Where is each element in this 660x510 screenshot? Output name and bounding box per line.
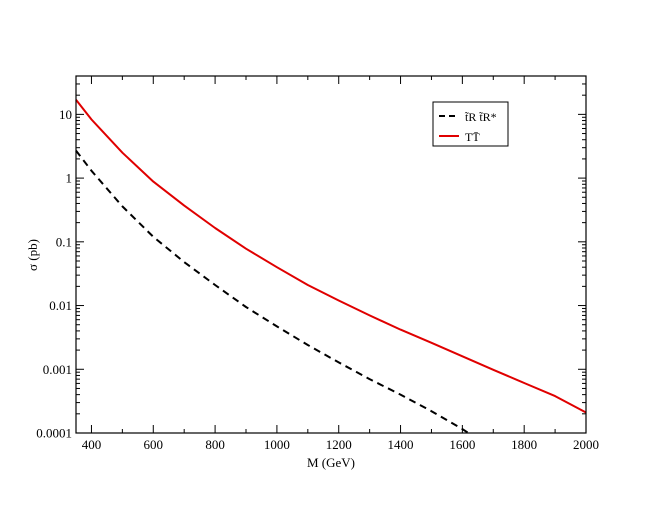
- series-line-top-partner: [75, 99, 587, 414]
- x-tick-label: 800: [205, 437, 225, 452]
- y-tick-label: 0.1: [56, 234, 72, 249]
- legend: t̃R t̃R* TT̄: [432, 101, 509, 147]
- y-tick-label: 1: [66, 171, 73, 186]
- y-axis-ticks: 0.0001 0.001 0.01 0.1 1 10: [36, 83, 586, 441]
- x-axis-title: M (GeV): [307, 455, 355, 470]
- x-tick-label: 1400: [388, 437, 414, 452]
- series-layer: [75, 99, 587, 434]
- y-tick-label: 0.0001: [36, 426, 72, 441]
- x-tick-label: 1600: [449, 437, 475, 452]
- x-tick-label: 1200: [326, 437, 352, 452]
- legend-box: [432, 101, 509, 147]
- x-tick-label: 600: [144, 437, 164, 452]
- x-axis-ticks: 400 600 800 1000 1200 1400 1600 1800 2000: [82, 76, 599, 452]
- y-axis-title: σ (pb): [25, 239, 40, 271]
- legend-label-top-partner: TT̄: [465, 130, 480, 144]
- x-tick-label: 1800: [511, 437, 537, 452]
- legend-label-stop-squark: t̃R t̃R*: [465, 110, 497, 124]
- y-tick-label: 0.01: [49, 298, 72, 313]
- series-line-stop-squark: [75, 149, 470, 434]
- y-tick-label: 10: [59, 107, 72, 122]
- x-tick-label: 2000: [573, 437, 599, 452]
- plot-frame: [75, 75, 587, 434]
- x-tick-label: 400: [82, 437, 102, 452]
- x-tick-label: 1000: [264, 437, 290, 452]
- y-tick-label: 0.001: [43, 362, 72, 377]
